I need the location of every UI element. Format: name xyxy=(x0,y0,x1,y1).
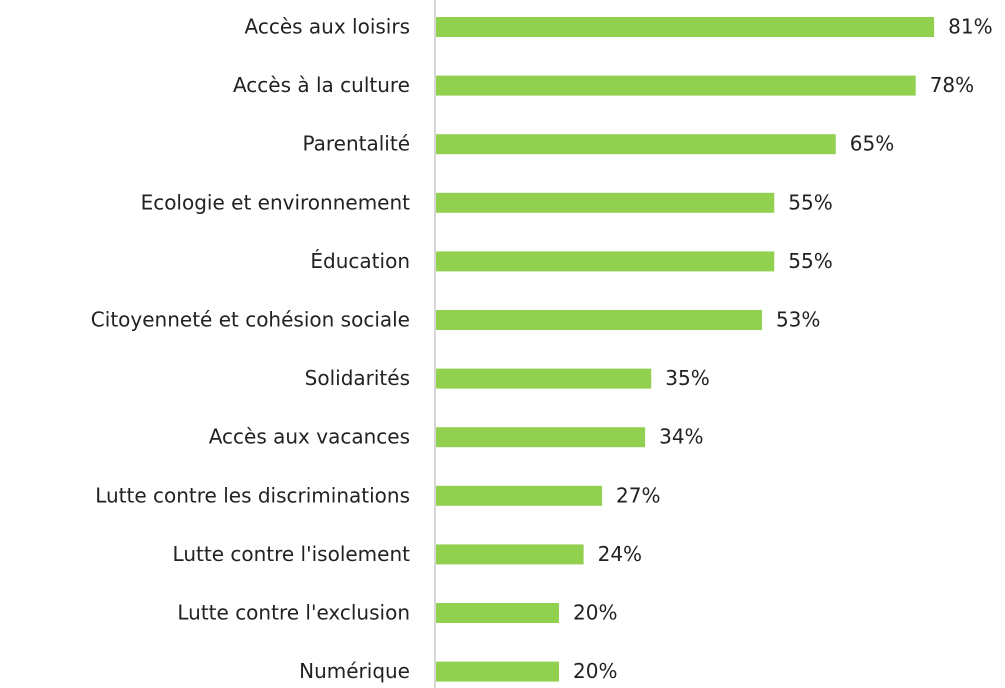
category-label: Ecologie et environnement xyxy=(141,190,411,214)
category-label: Lutte contre l'exclusion xyxy=(177,601,410,625)
category-label: Numérique xyxy=(299,659,410,683)
value-label: 20% xyxy=(573,601,617,625)
category-label: Lutte contre les discriminations xyxy=(95,483,410,507)
bar xyxy=(436,192,775,213)
value-label: 65% xyxy=(850,132,894,156)
category-label: Citoyenneté et cohésion sociale xyxy=(91,308,410,332)
category-label: Accès aux vacances xyxy=(209,425,410,449)
bar xyxy=(436,661,559,682)
bar xyxy=(436,251,775,272)
value-label: 24% xyxy=(598,542,642,566)
category-label: Parentalité xyxy=(302,132,410,156)
category-label: Solidarités xyxy=(305,366,410,390)
bar xyxy=(436,427,646,448)
bar xyxy=(436,544,584,565)
category-label: Lutte contre l'isolement xyxy=(173,542,411,566)
bar xyxy=(436,310,762,330)
value-label: 27% xyxy=(616,483,660,507)
category-label: Accès aux loisirs xyxy=(245,15,411,39)
value-label: 55% xyxy=(788,249,832,273)
value-label: 20% xyxy=(573,659,617,683)
value-label: 78% xyxy=(930,73,974,97)
value-label: 55% xyxy=(788,190,832,214)
category-label: Accès à la culture xyxy=(233,73,410,97)
bar xyxy=(436,75,916,96)
value-label: 81% xyxy=(948,15,992,39)
bar xyxy=(436,17,935,37)
bar xyxy=(436,603,559,623)
bar xyxy=(436,368,652,389)
value-label: 34% xyxy=(659,425,703,449)
bar xyxy=(436,485,603,506)
category-label: Éducation xyxy=(310,249,410,273)
bar xyxy=(436,134,836,155)
value-label: 53% xyxy=(776,308,820,332)
value-label: 35% xyxy=(665,366,709,390)
